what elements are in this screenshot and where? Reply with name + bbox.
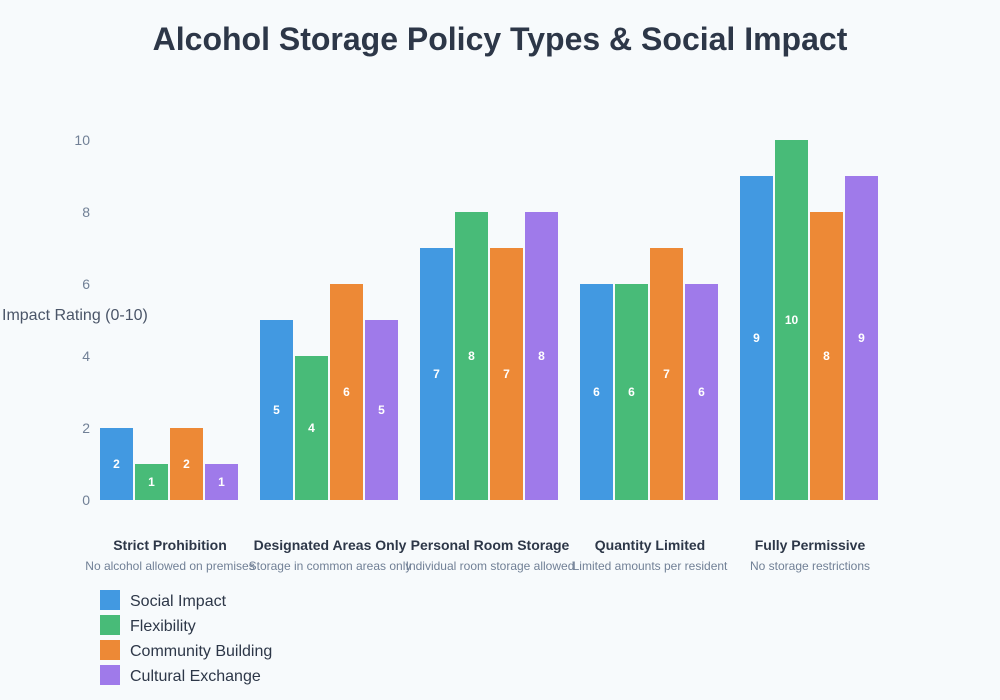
bar (100, 428, 133, 500)
bar (525, 212, 558, 500)
bar (650, 248, 683, 500)
bar (135, 464, 168, 500)
bar-value-label: 2 (113, 457, 120, 471)
bar-value-label: 6 (628, 385, 635, 399)
bar-value-label: 4 (308, 421, 315, 435)
y-tick-label: 4 (82, 348, 90, 364)
bar (330, 284, 363, 500)
category-description: Individual room storage allowed (406, 559, 575, 573)
bar-value-label: 1 (148, 475, 155, 489)
bar (170, 428, 203, 500)
y-tick-label: 6 (82, 276, 90, 292)
chart-title: Alcohol Storage Policy Types & Social Im… (153, 21, 848, 57)
legend-label: Social Impact (130, 593, 227, 610)
category-label: Designated Areas Only (254, 537, 407, 553)
bar-value-label: 7 (503, 367, 510, 381)
bar (615, 284, 648, 500)
bar (580, 284, 613, 500)
legend-swatch (100, 665, 120, 685)
bar-value-label: 5 (273, 403, 280, 417)
bar-value-label: 7 (433, 367, 440, 381)
y-tick-label: 2 (82, 420, 90, 436)
bar (740, 176, 773, 500)
bar (295, 356, 328, 500)
bar (260, 320, 293, 500)
category-description: Storage in common areas only (249, 559, 412, 573)
bar (455, 212, 488, 500)
y-tick-label: 10 (74, 132, 90, 148)
bar (205, 464, 238, 500)
bar (365, 320, 398, 500)
bar (685, 284, 718, 500)
category-description: No alcohol allowed on premises (85, 559, 254, 573)
category-label: Strict Prohibition (113, 537, 227, 553)
bar-value-label: 2 (183, 457, 190, 471)
bar-value-label: 10 (785, 313, 799, 327)
category-label: Quantity Limited (595, 537, 705, 553)
category-label: Fully Permissive (755, 537, 866, 553)
bar-value-label: 7 (663, 367, 670, 381)
bar (490, 248, 523, 500)
category-description: No storage restrictions (750, 559, 870, 573)
category-label: Personal Room Storage (411, 537, 570, 553)
category-description: Limited amounts per resident (573, 559, 728, 573)
bar (420, 248, 453, 500)
bar-value-label: 9 (753, 331, 760, 345)
bar-value-label: 6 (593, 385, 600, 399)
bar-value-label: 6 (698, 385, 705, 399)
bar-value-label: 8 (538, 349, 545, 363)
legend-label: Community Building (130, 643, 272, 660)
bar-value-label: 6 (343, 385, 350, 399)
legend-swatch (100, 640, 120, 660)
bar (810, 212, 843, 500)
legend-swatch (100, 615, 120, 635)
y-tick-label: 8 (82, 204, 90, 220)
legend-swatch (100, 590, 120, 610)
bar-value-label: 8 (823, 349, 830, 363)
legend-label: Flexibility (130, 618, 196, 635)
bar (845, 176, 878, 500)
bar (775, 140, 808, 500)
bar-value-label: 9 (858, 331, 865, 345)
bar-value-label: 8 (468, 349, 475, 363)
y-axis-label: Impact Rating (0-10) (2, 307, 148, 324)
y-tick-label: 0 (82, 492, 90, 508)
bar-value-label: 1 (218, 475, 225, 489)
bar-value-label: 5 (378, 403, 385, 417)
legend-label: Cultural Exchange (130, 668, 261, 685)
